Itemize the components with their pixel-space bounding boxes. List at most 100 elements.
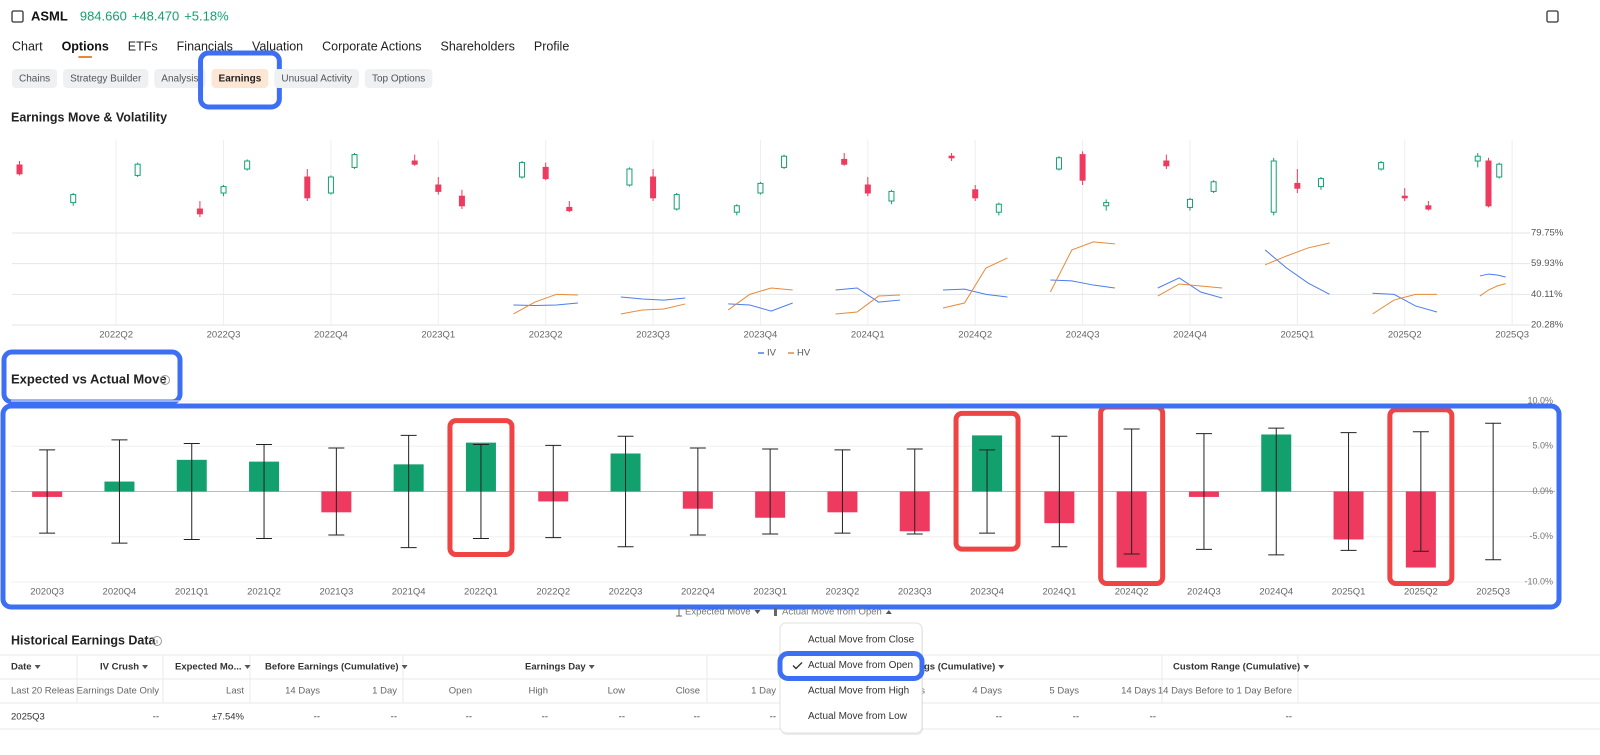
- nav-tab[interactable]: Profile: [534, 39, 569, 53]
- candle-body: [519, 162, 526, 178]
- caret: [885, 610, 892, 614]
- x-tick-label: 2025Q2: [1404, 587, 1438, 598]
- candle-body: [888, 190, 895, 202]
- sub-tab[interactable]: Chains: [19, 74, 50, 85]
- column-header: 14 Days: [285, 686, 320, 697]
- expected-move-bar: [1340, 432, 1357, 551]
- sub-tab-bg: [274, 69, 359, 88]
- expected-move-bar: [545, 444, 562, 539]
- y2-tick-label: 40.11%: [1531, 289, 1563, 300]
- x-tick-label: 2022Q2: [536, 587, 570, 598]
- x-tick-label: 2023Q2: [826, 587, 860, 598]
- panel-icon: [11, 10, 24, 23]
- candle-body: [1079, 154, 1086, 181]
- sub-tab-bg: [63, 69, 149, 88]
- column-group[interactable]: IV Crush: [100, 662, 139, 673]
- x-tick-label: 2020Q4: [103, 587, 137, 598]
- info-icon: [152, 636, 162, 646]
- expected-move-bar: [1123, 428, 1140, 555]
- candle-body: [196, 208, 203, 215]
- column-group[interactable]: gs (Cumulative): [924, 662, 995, 673]
- column-group[interactable]: Custom Range (Cumulative): [1173, 662, 1300, 673]
- sub-tab[interactable]: Earnings: [219, 74, 262, 85]
- legend-label[interactable]: Expected Move: [685, 607, 750, 618]
- candle-body: [1401, 195, 1408, 199]
- x-tick-label: 2021Q4: [392, 587, 426, 598]
- nav-tab[interactable]: Chart: [12, 39, 43, 53]
- candle-body: [220, 186, 227, 194]
- expected-move-bar: [1485, 422, 1502, 561]
- candle-body: [948, 155, 955, 159]
- candle-body: [1378, 162, 1385, 170]
- dropdown-option[interactable]: Actual Move from Low: [808, 711, 908, 722]
- volatility-line: [513, 249, 1506, 313]
- section-title: Earnings Move & Volatility: [11, 110, 167, 124]
- caret: [588, 665, 595, 669]
- column-header: Open: [449, 686, 472, 697]
- legend-label: HV: [797, 348, 811, 359]
- expected-move-bar: [906, 448, 923, 535]
- column-group[interactable]: Expected Mo...: [175, 662, 242, 673]
- column-group[interactable]: Date: [11, 662, 32, 673]
- candle-body: [1270, 160, 1277, 213]
- header-change: +48.470: [132, 8, 179, 23]
- x-tick-label: 2022Q4: [314, 330, 348, 341]
- y2-tick-label: 79.75%: [1531, 228, 1564, 239]
- expected-move-bar: [1268, 427, 1285, 556]
- x-tick-label: 2022Q3: [609, 587, 643, 598]
- caret: [998, 665, 1005, 669]
- candle-body: [757, 182, 764, 194]
- candle-body: [1186, 198, 1193, 208]
- dropdown-option[interactable]: Actual Move from Open: [808, 660, 913, 671]
- legend-label[interactable]: Actual Move from Open: [782, 607, 882, 618]
- header-symbol: ASML: [31, 8, 68, 23]
- highlight-box: [447, 418, 515, 558]
- nav-tab[interactable]: Options: [62, 39, 109, 53]
- nav-tab[interactable]: ETFs: [128, 39, 158, 53]
- dropdown-option[interactable]: Actual Move from Close: [808, 635, 915, 646]
- x-tick-label: 2022Q1: [464, 587, 498, 598]
- candle-body: [1294, 182, 1301, 189]
- dropdown-option[interactable]: Actual Move from High: [808, 686, 909, 697]
- sub-tab[interactable]: Analysis: [161, 74, 198, 85]
- candle-body: [542, 166, 549, 180]
- x-tick-label: 2025Q2: [1388, 330, 1422, 341]
- highlight-box: [953, 410, 1021, 552]
- candle-body: [351, 154, 358, 168]
- sub-tab-bg: [154, 69, 206, 88]
- legend-label: IV: [767, 348, 777, 359]
- candle-body: [458, 195, 465, 207]
- column-group[interactable]: Before Earnings (Cumulative): [265, 662, 399, 673]
- nav-tab[interactable]: Valuation: [252, 39, 303, 53]
- x-tick-label: 2023Q4: [970, 587, 1004, 598]
- nav-tab[interactable]: Shareholders: [441, 39, 515, 53]
- expected-move-bar: [762, 448, 779, 535]
- column-header: 14 Days Before to 1 Day Before: [1158, 686, 1292, 697]
- sub-tab[interactable]: Strategy Builder: [70, 74, 142, 85]
- header-price: 984.660: [80, 8, 127, 23]
- x-tick-label: 2024Q2: [1115, 587, 1149, 598]
- active-underline: [78, 56, 93, 58]
- x-tick-label: 2023Q3: [898, 587, 932, 598]
- column-group[interactable]: Earnings Day: [525, 662, 586, 673]
- expected-move-bar: [472, 443, 489, 540]
- column-header: Close: [676, 686, 700, 697]
- x-tick-label: 2023Q1: [753, 587, 787, 598]
- caret: [1303, 665, 1310, 669]
- sub-tab[interactable]: Top Options: [372, 74, 425, 85]
- x-tick-label: 2024Q3: [1066, 330, 1100, 341]
- expected-move-bar: [39, 449, 56, 534]
- expected-move-bar: [1195, 433, 1212, 550]
- expected-move-bar: [183, 443, 200, 540]
- expected-move-bar: [834, 449, 851, 534]
- nav-tab[interactable]: Financials: [177, 39, 233, 53]
- nav-tab[interactable]: Corporate Actions: [322, 39, 421, 53]
- sub-tab-bg: [12, 69, 58, 88]
- expected-move-bar: [979, 449, 996, 534]
- candle-body: [1210, 181, 1217, 192]
- sub-tab[interactable]: Unusual Activity: [281, 74, 352, 85]
- expected-move-bar: [689, 447, 706, 536]
- x-tick-label: 2020Q3: [30, 587, 64, 598]
- candle-body: [16, 164, 23, 175]
